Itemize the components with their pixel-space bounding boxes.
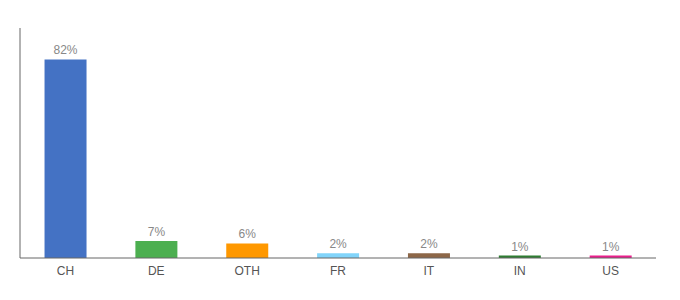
svg-text:1%: 1% bbox=[511, 240, 529, 254]
svg-text:FR: FR bbox=[330, 264, 346, 278]
svg-text:2%: 2% bbox=[329, 237, 347, 251]
svg-text:1%: 1% bbox=[602, 240, 620, 254]
svg-text:US: US bbox=[602, 264, 619, 278]
svg-text:2%: 2% bbox=[420, 237, 438, 251]
svg-text:IT: IT bbox=[424, 264, 435, 278]
svg-text:7%: 7% bbox=[148, 225, 166, 239]
svg-text:IN: IN bbox=[514, 264, 526, 278]
svg-text:6%: 6% bbox=[239, 227, 257, 241]
svg-text:DE: DE bbox=[148, 264, 165, 278]
svg-text:CH: CH bbox=[57, 264, 74, 278]
svg-text:OTH: OTH bbox=[234, 264, 259, 278]
svg-text:82%: 82% bbox=[54, 43, 78, 57]
